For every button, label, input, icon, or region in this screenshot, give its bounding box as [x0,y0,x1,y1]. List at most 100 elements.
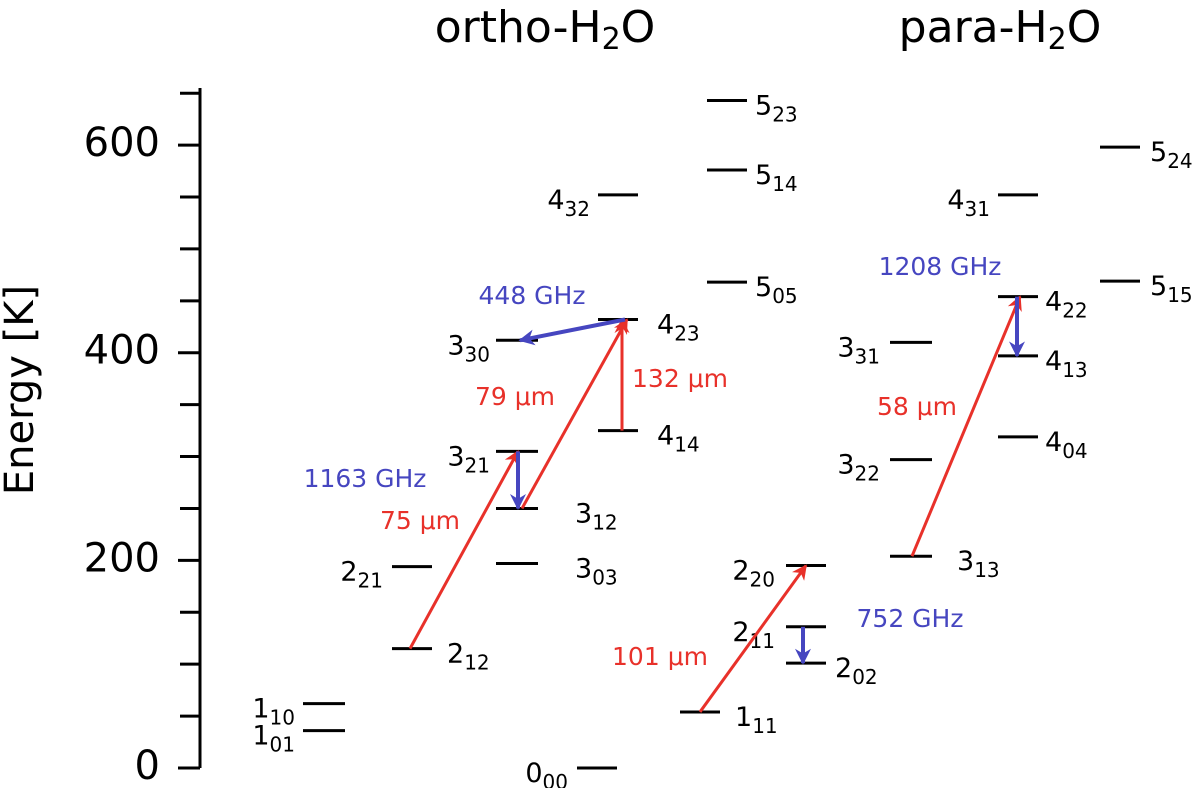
transition-arrow [520,318,629,510]
level-label: 221 [340,556,383,592]
level-subscript: 14 [674,432,699,456]
level-j: 3 [957,546,974,577]
title-text: O [1067,2,1102,53]
level-label: 431 [947,184,990,220]
level-subscript: 01 [270,732,295,756]
title-text: O [621,2,656,53]
level-j: 3 [837,332,854,363]
level-label: 211 [732,616,775,652]
y-tick-label: 200 [84,535,160,581]
level-subscript: 32 [565,196,590,220]
level-subscript: 04 [1062,438,1087,462]
level-subscript: 22 [855,461,880,485]
level-j: 2 [732,616,749,647]
level-subscript: 05 [772,284,797,308]
level-label: 110 [252,693,295,729]
level-label: 331 [837,332,880,368]
level-label: 000 [525,758,568,788]
level-label: 523 [755,90,798,126]
level-subscript: 31 [965,196,990,220]
level-j: 3 [837,449,854,480]
level-label: 515 [1150,271,1193,307]
transition-label: 75 μm [380,506,460,535]
level-label: 524 [1150,137,1193,173]
level-subscript: 23 [772,102,797,126]
level-subscript: 12 [464,650,489,674]
level-j: 2 [447,638,464,669]
level-subscript: 13 [974,558,999,582]
level-label: 423 [657,309,700,345]
level-label: 212 [447,638,490,674]
level-label: 413 [1045,345,1088,381]
title-subscript: 2 [1048,22,1067,57]
transition-label: 79 μm [475,382,555,411]
transition-label: 101 μm [612,642,708,671]
level-subscript: 21 [358,568,383,592]
level-j: 2 [835,653,852,684]
level-label: 330 [447,330,490,366]
transition-arrow [518,317,626,346]
level-subscript: 02 [852,665,877,689]
level-j: 4 [1045,286,1062,317]
level-j: 4 [657,420,674,451]
level-j: 1 [252,693,269,724]
level-j: 1 [252,720,269,751]
transition-label: 752 GHz [857,604,964,633]
level-label: 303 [575,553,618,589]
y-tick-label: 0 [135,743,160,788]
level-label: 404 [1045,426,1088,462]
level-subscript: 22 [1062,298,1087,322]
level-j: 5 [1150,137,1167,168]
level-subscript: 11 [750,628,775,652]
level-subscript: 03 [592,565,617,589]
level-label: 422 [1045,286,1088,322]
level-j: 5 [755,160,772,191]
transition-arrow [408,450,520,650]
level-subscript: 24 [1167,149,1192,173]
level-j: 3 [575,498,592,529]
transition-label: 448 GHz [479,281,586,310]
level-label: 321 [447,441,490,477]
level-subscript: 31 [855,344,880,368]
level-j: 2 [732,555,749,586]
level-label: 101 [252,720,295,756]
title-subscript: 2 [602,22,621,57]
level-label: 514 [755,160,798,196]
level-label: 414 [657,420,700,456]
level-subscript: 11 [752,713,777,737]
transition-label: 58 μm [877,392,957,421]
transition-arrow [910,295,1022,557]
level-j: 4 [947,184,964,215]
level-subscript: 00 [543,770,568,788]
level-label: 322 [837,449,880,485]
level-subscript: 20 [750,567,775,591]
transition-label: 1163 GHz [304,464,427,493]
level-j: 0 [525,758,542,788]
level-label: 111 [735,701,778,737]
level-j: 3 [575,553,592,584]
level-j: 5 [1150,271,1167,302]
level-label: 220 [732,555,775,591]
level-label: 202 [835,653,878,689]
level-j: 2 [340,556,357,587]
column-title: ortho-H2O [435,2,656,57]
title-text: ortho-H [435,2,602,53]
y-tick-label: 400 [84,328,160,374]
column-title: para-H2O [899,2,1102,57]
level-j: 1 [735,701,752,732]
level-subscript: 30 [465,342,490,366]
level-label: 313 [957,546,1000,582]
level-j: 4 [547,184,564,215]
transition-label: 1208 GHz [879,252,1002,281]
level-j: 3 [447,441,464,472]
level-subscript: 14 [772,172,797,196]
level-subscript: 15 [1167,283,1192,307]
title-text: para-H [899,2,1048,53]
level-label: 505 [755,272,798,308]
level-label: 432 [547,184,590,220]
level-subscript: 13 [1062,357,1087,381]
level-j: 5 [755,90,772,121]
level-j: 4 [657,309,674,340]
level-subscript: 21 [465,453,490,477]
